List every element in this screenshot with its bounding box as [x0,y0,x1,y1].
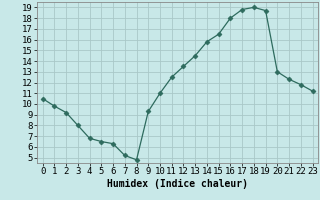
X-axis label: Humidex (Indice chaleur): Humidex (Indice chaleur) [107,179,248,189]
